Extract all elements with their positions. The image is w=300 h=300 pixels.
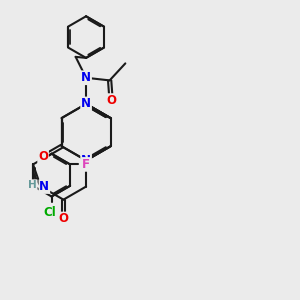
Text: N: N (81, 98, 91, 110)
Text: N: N (81, 154, 91, 167)
Text: F: F (82, 158, 90, 171)
Text: O: O (38, 151, 48, 164)
Text: N: N (39, 180, 50, 193)
Text: H: H (28, 180, 37, 190)
Text: Cl: Cl (44, 206, 56, 219)
Text: N: N (81, 71, 91, 84)
Text: O: O (106, 94, 116, 107)
Text: O: O (58, 212, 68, 226)
